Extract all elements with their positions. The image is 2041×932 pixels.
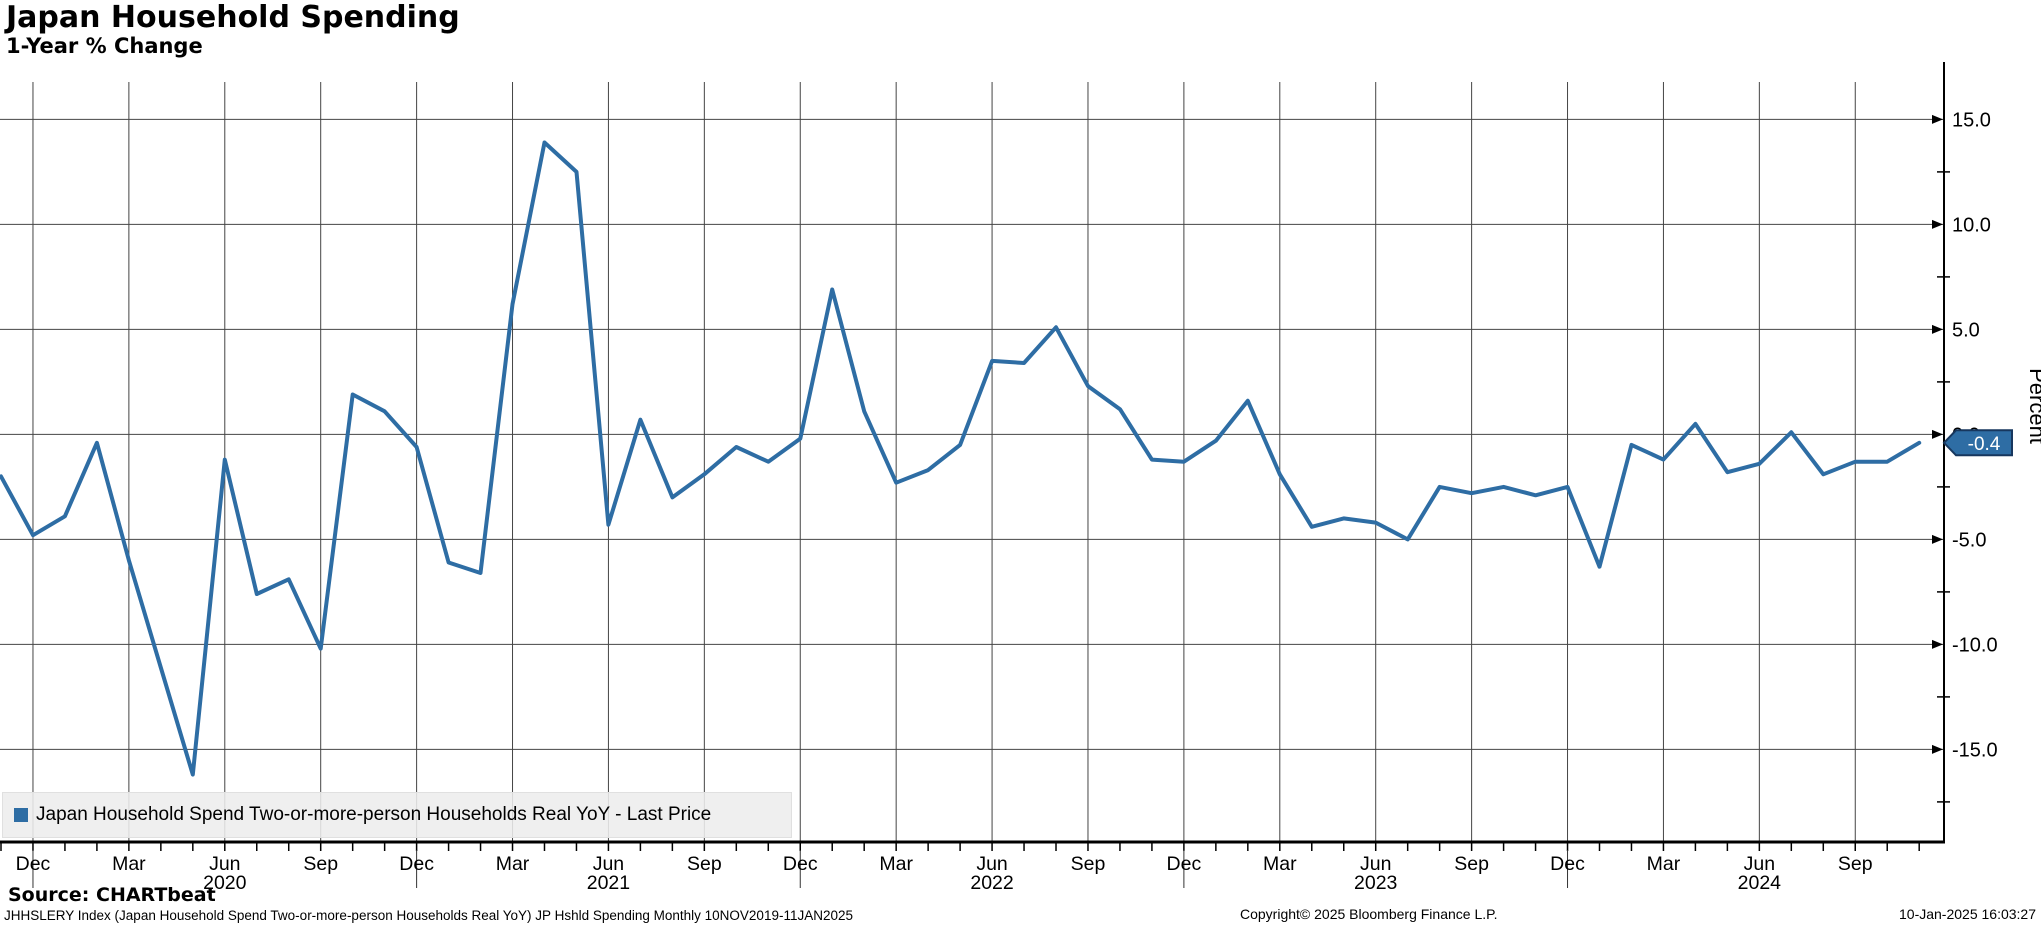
x-tick-label: Jun (1360, 853, 1391, 875)
x-tick-label: Dec (1167, 853, 1202, 875)
legend-marker-icon (14, 808, 28, 822)
x-tick-label: Sep (1454, 853, 1489, 875)
x-tick-label: Jun (209, 853, 240, 875)
year-label: 2024 (1738, 872, 1782, 894)
y-tick-arrow-icon (1932, 429, 1943, 439)
x-tick-label: Dec (783, 853, 818, 875)
x-tick-label: Mar (879, 853, 913, 875)
x-tick-label: Dec (399, 853, 434, 875)
x-tick-label: Sep (1838, 853, 1873, 875)
x-tick-label: Dec (16, 853, 51, 875)
y-tick-arrow-icon (1932, 639, 1943, 649)
y-tick-label: -15.0 (1952, 739, 1998, 761)
x-tick-label: Sep (687, 853, 722, 875)
y-tick-arrow-icon (1932, 744, 1943, 754)
y-tick-label: -10.0 (1952, 634, 1998, 656)
x-tick-label: Sep (1071, 853, 1106, 875)
y-tick-arrow-icon (1932, 324, 1943, 334)
security-description: JHHSLERY Index (Japan Household Spend Tw… (4, 908, 854, 923)
x-tick-label: Jun (593, 853, 624, 875)
page-title: Japan Household Spending (6, 0, 460, 35)
year-label: 2023 (1354, 872, 1397, 894)
x-tick-label: Jun (976, 853, 1007, 875)
legend: Japan Household Spend Two-or-more-person… (2, 792, 792, 838)
x-tick-label: Dec (1550, 853, 1585, 875)
copyright-notice: Copyright© 2025 Bloomberg Finance L.P. (1240, 906, 1498, 922)
page-subtitle: 1-Year % Change (6, 34, 203, 58)
last-price-tag (1942, 429, 2013, 457)
y-tick-label: 10.0 (1952, 214, 1991, 236)
chart-line (0, 140, 1922, 777)
last-price-label: -0.4 (1968, 434, 2001, 455)
x-tick-label: Mar (496, 853, 530, 875)
year-label: 2020 (203, 872, 247, 894)
x-tick-label: Jun (1744, 853, 1775, 875)
source-label: Source: CHARTbeat (8, 884, 216, 906)
legend-label: Japan Household Spend Two-or-more-person… (36, 804, 712, 825)
y-tick-label: 15.0 (1952, 109, 1991, 131)
year-label: 2022 (970, 872, 1013, 894)
y-tick-label: 5.0 (1952, 319, 1980, 341)
x-tick-label: Mar (112, 853, 146, 875)
x-tick-label: Mar (1647, 853, 1681, 875)
y-tick-arrow-icon (1932, 219, 1943, 229)
year-label: 2021 (587, 872, 630, 894)
x-tick-label: Mar (1263, 853, 1297, 875)
y-axis-title: Percent (2025, 368, 2041, 444)
x-tick-label: Sep (303, 853, 338, 875)
y-tick-label: -5.0 (1952, 529, 1986, 551)
y-tick-arrow-icon (1932, 114, 1943, 124)
y-tick-arrow-icon (1932, 534, 1943, 544)
timestamp: 10-Jan-2025 16:03:27 (1899, 906, 2036, 922)
